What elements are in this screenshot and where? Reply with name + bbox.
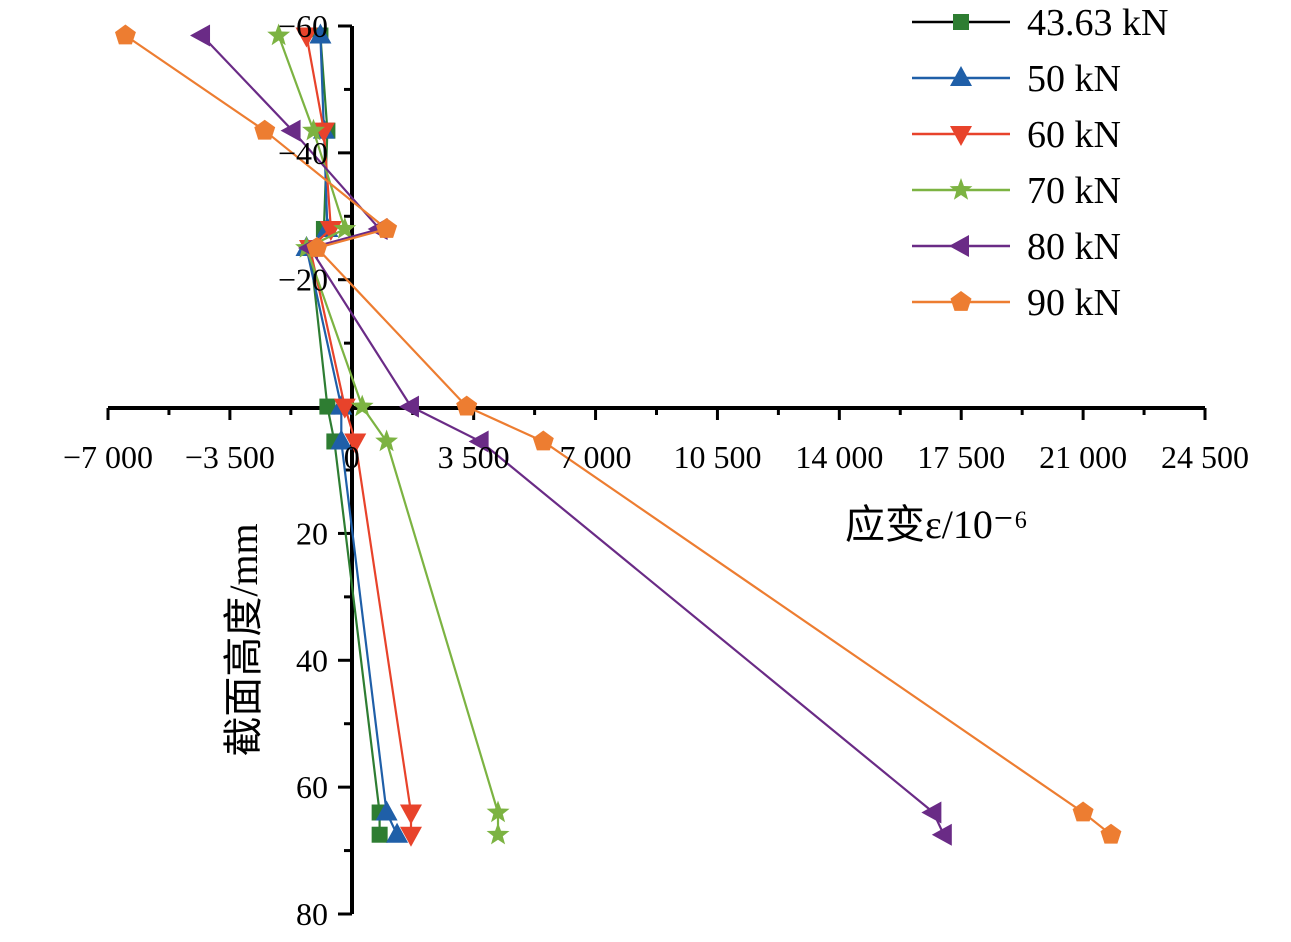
legend-marker [950, 66, 972, 86]
data-point [302, 118, 325, 141]
y-tick-label: −20 [278, 262, 328, 298]
data-point [309, 23, 332, 44]
legend-marker [950, 291, 972, 311]
x-tick-label: 24 500 [1161, 439, 1249, 475]
tick-labels: −7 000 −3 500 0 3 500 7 000 10 500 14 000 17 50… [63, 8, 1249, 932]
x-tick-label: 21 000 [1039, 439, 1127, 475]
data-point [190, 24, 211, 47]
x-tick-label: −3 500 [185, 439, 275, 475]
y-tick-label: 40 [296, 642, 328, 678]
data-point [330, 429, 353, 450]
legend-label: 50 kN [1027, 58, 1121, 100]
y-tick-label: −60 [278, 8, 328, 44]
legend: 43.63 kN 50 kN 60 kN 70 kN 80 kN 90 kN [912, 2, 1168, 324]
legend-marker [949, 235, 969, 257]
data-point [931, 823, 952, 846]
legend-label: 60 kN [1027, 114, 1121, 156]
data-point [376, 218, 398, 238]
data-point [295, 27, 318, 48]
data-point [280, 119, 301, 142]
x-tick-label: 3 500 [438, 439, 510, 475]
data-point [371, 826, 388, 843]
y-axis-title: 截面高度/mm [221, 523, 266, 756]
data-point [398, 395, 419, 418]
series-4 [267, 23, 510, 845]
x-tick-label: 0 [344, 439, 360, 475]
y-tick-label: 80 [296, 896, 328, 932]
series-line [308, 35, 381, 835]
legend-label: 70 kN [1027, 170, 1121, 212]
series-6 [115, 24, 1122, 844]
legend-marker [953, 14, 969, 30]
data-point [306, 237, 328, 257]
data-point [375, 429, 398, 452]
legend-item: 43.63 kN [912, 2, 1168, 44]
data-point [115, 24, 136, 45]
legend-label: 90 kN [1027, 282, 1121, 324]
series-line [277, 35, 500, 835]
y-tick-label: 20 [296, 515, 328, 551]
data-point [375, 800, 398, 821]
legend-label: 43.63 kN [1027, 2, 1168, 44]
series-line [201, 34, 945, 836]
data-point [386, 822, 409, 843]
data-point [267, 23, 291, 46]
x-tick-label: 17 500 [917, 439, 1005, 475]
x-tick-label: 10 500 [673, 439, 761, 475]
legend-item: 50 kN [912, 58, 1121, 100]
data-point [1072, 801, 1094, 822]
legend-item: 70 kN [912, 170, 1121, 212]
legend-item: 80 kN [912, 226, 1121, 268]
data-point [344, 433, 367, 454]
data-point [486, 822, 510, 845]
data-point [254, 119, 276, 140]
data-point [921, 801, 942, 824]
x-axis-title: 应变ε/10⁻⁶ [845, 502, 1028, 547]
legend-marker [949, 178, 973, 200]
x-tick-label: 7 000 [560, 439, 632, 475]
y-tick-label: −40 [278, 135, 328, 171]
series-line [305, 35, 413, 835]
series-layer [115, 23, 1122, 847]
data-point [532, 430, 554, 451]
data-point [333, 217, 357, 239]
data-point [1100, 823, 1122, 844]
legend-label: 80 kN [1027, 226, 1121, 268]
legend-item: 90 kN [912, 282, 1121, 324]
legend-item: 60 kN [912, 114, 1121, 156]
data-point [350, 394, 374, 417]
data-point [399, 804, 422, 825]
data-point [399, 826, 422, 847]
x-tick-label: 14 000 [795, 439, 883, 475]
series-line [124, 34, 1112, 836]
data-point [333, 398, 356, 419]
x-tick-label: −7 000 [63, 439, 153, 475]
data-point [319, 398, 336, 415]
y-tick-label: 60 [296, 769, 328, 805]
data-point [456, 395, 478, 416]
data-point [468, 430, 489, 453]
legend-marker [950, 126, 972, 146]
data-point [486, 800, 510, 823]
